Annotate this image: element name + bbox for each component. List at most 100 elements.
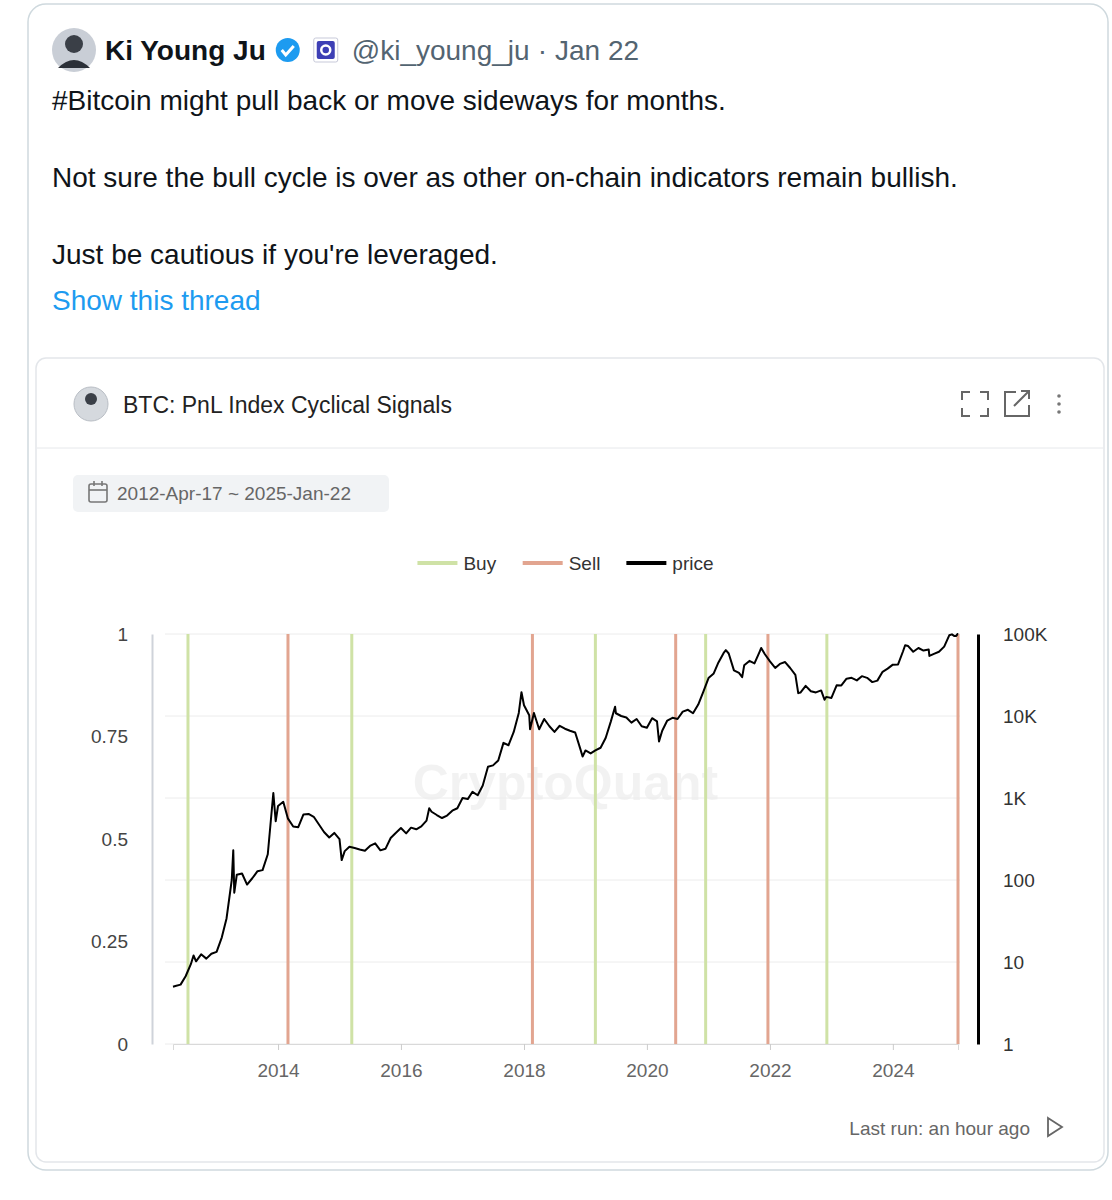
signal-bar (594, 634, 597, 1044)
signal-bar (674, 634, 677, 1044)
signal-bar (766, 634, 769, 1044)
y2-tick: 0.25 (91, 931, 152, 952)
signal-bar (704, 634, 707, 1044)
y-tick: 10K (978, 706, 1037, 727)
y-tick-label: 100K (1003, 624, 1048, 645)
signal-series (286, 634, 959, 1044)
price-line (173, 634, 958, 987)
expand-icon[interactable] (962, 392, 988, 416)
x-tick-mark (401, 1044, 402, 1050)
open-icon[interactable] (1005, 391, 1029, 416)
tweet-text: Just be cautious if you're leveraged. (52, 239, 498, 270)
x-tick-label: 2016 (380, 1060, 422, 1081)
header-icons[interactable] (962, 391, 1029, 416)
legend-item: Sell (523, 553, 601, 574)
legend-swatch (417, 561, 457, 565)
menu-dot[interactable] (1057, 402, 1061, 406)
y-tick-label: 1 (1003, 1034, 1014, 1055)
legend-label: Buy (463, 553, 496, 574)
tweet-text: #Bitcoin might pull back or move sideway… (52, 85, 726, 116)
legend-swatch (523, 561, 563, 565)
legend-swatch (626, 561, 666, 565)
avatar (52, 28, 96, 72)
menu-dot[interactable] (1057, 410, 1061, 414)
y2-tick: 1 (117, 624, 152, 645)
x-tick-label: 2022 (749, 1060, 791, 1081)
x-tick: 2020 (626, 1044, 668, 1081)
grid-line (165, 962, 960, 963)
x-tick: 2018 (503, 1044, 545, 1081)
x-tick-label: 2014 (257, 1060, 300, 1081)
affiliate-icon-frame (314, 38, 338, 62)
y-tick-label: 10 (1003, 952, 1024, 973)
y-tick-label: 10K (1003, 706, 1037, 727)
author-name: Ki Young Ju (105, 35, 266, 66)
signal-bar (186, 634, 189, 1044)
verified-check (282, 46, 294, 55)
date-range: 2012-Apr-17 ~ 2025-Jan-22 (117, 483, 351, 504)
x-tick-mark (647, 1044, 648, 1050)
card-avatar (74, 387, 108, 421)
y2-tick-label: 0.25 (91, 931, 128, 952)
tweet-frame (28, 4, 1108, 1170)
calendar-icon (89, 481, 107, 502)
y-tick: 100 (978, 870, 1035, 891)
y2-tick: 0 (117, 1034, 152, 1055)
y2-tick-label: 0.5 (102, 829, 128, 850)
x-tick-mark (524, 1044, 525, 1050)
last-run: Last run: an hour ago (849, 1118, 1030, 1139)
page: Ki Young Ju @ki_young_ju · Jan 22 #Bitcoin m… (0, 0, 1112, 1200)
grid-line (165, 880, 960, 881)
signal-bar (350, 634, 353, 1044)
x-tick-mark (278, 1044, 279, 1050)
x-tick: 2016 (380, 1044, 422, 1081)
x-tick-mark (893, 1044, 894, 1050)
affiliate-icon (317, 41, 335, 59)
y-tick-label: 1K (1003, 788, 1027, 809)
grid-line (165, 634, 960, 635)
signal-bar (825, 634, 828, 1044)
plot-area (173, 634, 960, 1044)
card-divider (37, 448, 1103, 449)
y2-tick-label: 0 (117, 1034, 128, 1055)
x-tick-mark (770, 1044, 771, 1050)
show-thread-link[interactable]: Show this thread (52, 285, 261, 316)
legend-label: Sell (569, 553, 601, 574)
grid-line (165, 798, 960, 799)
legend-label: price (672, 553, 713, 574)
menu-dot[interactable] (1057, 394, 1061, 398)
x-axis: 2014 2016 2018 2020 2022 2024 (174, 1044, 959, 1081)
y2-tick: 0.75 (91, 726, 152, 747)
legend-item: price (626, 553, 713, 574)
y-tick-label: 100 (1003, 870, 1035, 891)
x-axis-line (174, 1045, 959, 1051)
y2-axis-line (152, 635, 154, 1045)
x-tick: 2024 (872, 1044, 915, 1081)
signal-bar (957, 634, 960, 1044)
tweet-date: Jan 22 (555, 35, 639, 66)
y-tick: 1K (978, 788, 1027, 809)
grid-line (165, 716, 960, 717)
y2-tick-label: 0.75 (91, 726, 128, 747)
grid (165, 634, 960, 1044)
x-tick-label: 2018 (503, 1060, 545, 1081)
x-tick-label: 2020 (626, 1060, 668, 1081)
y-axis: 1 10 100 1K 10K 100K (978, 624, 1048, 1055)
card-avatar-face (85, 393, 97, 405)
handle: @ki_young_ju (352, 35, 530, 66)
y-tick: 1 (978, 1034, 1014, 1055)
chart-card (36, 358, 1104, 1162)
x-tick: 2022 (749, 1044, 791, 1081)
legend-item: Buy (417, 553, 496, 574)
avatar-face (65, 35, 83, 53)
avatar-body (58, 60, 90, 68)
y2-axis: 0 0.25 0.5 0.75 1 (91, 624, 152, 1055)
run-button[interactable] (1048, 1118, 1062, 1136)
separator: · (538, 35, 547, 66)
signal-bar (531, 634, 534, 1044)
date-chip (73, 475, 389, 512)
y-tick: 10 (978, 952, 1024, 973)
affiliate-icon-mark (321, 46, 330, 55)
signal-bar (286, 634, 289, 1044)
tweet-text: Not sure the bull cycle is over as other… (52, 162, 958, 193)
